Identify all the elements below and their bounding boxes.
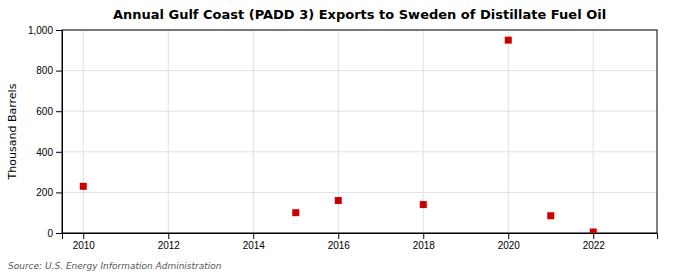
source: Source: U.S. Energy Information Administ… [8, 261, 222, 271]
grid-line [62, 111, 657, 112]
y-axis: 0 200 400 600 800 1,000 [28, 25, 63, 239]
title: Annual Gulf Coast (PADD 3) Exports to Sw… [113, 7, 606, 22]
point [292, 209, 299, 216]
point [590, 228, 597, 233]
x-tick-mark [423, 233, 424, 239]
y-tick-mark [56, 152, 62, 153]
y-tick-mark [56, 111, 62, 112]
y-tick-label: 200 [36, 187, 53, 198]
y-tick-label: 400 [36, 147, 53, 158]
chart: 2010 2012 2014 2016 2018 2020 2022 0 200 400 600 80… [0, 0, 675, 275]
x-tick-mark [83, 233, 84, 239]
grid-line [253, 30, 254, 233]
plot: 2010 2012 2014 2016 2018 2020 2022 0 200 400 600 80… [28, 25, 658, 251]
y-tick-mark [56, 71, 62, 72]
grid-line [83, 30, 84, 233]
x-tick: 2010 [73, 233, 96, 251]
y-tick: 200 [36, 187, 62, 198]
y-tick-mark [56, 233, 62, 234]
x-tick: 2018 [413, 233, 436, 251]
point [420, 201, 427, 208]
point [547, 212, 554, 219]
y-tick: 0 [47, 228, 62, 239]
y-tick-mark [56, 30, 62, 31]
x-axis: 2010 2012 2014 2016 2018 2020 2022 [63, 233, 658, 251]
x-axis-line [63, 234, 658, 240]
y-tick: 1,000 [28, 25, 62, 36]
y-tick-label: 600 [36, 106, 53, 117]
x-tick-label: 2016 [328, 240, 351, 251]
x-tick-label: 2014 [243, 240, 266, 251]
x-tick-mark [338, 233, 339, 239]
grid-line [62, 151, 657, 152]
x-tick: 2012 [158, 233, 181, 251]
x-tick-mark [508, 233, 509, 239]
grid-line [62, 70, 657, 71]
x-tick-mark [253, 233, 254, 239]
grid-line [62, 192, 657, 193]
point [80, 183, 87, 190]
y-tick-label: 800 [36, 65, 53, 76]
points [80, 37, 597, 233]
grid-line [168, 30, 169, 233]
y-axis-title: Thousand Barrels [6, 83, 19, 180]
plot-frame [62, 30, 657, 233]
y-tick-label: 1,000 [28, 25, 53, 36]
grid [62, 30, 657, 233]
x-tick-label: 2022 [583, 240, 606, 251]
x-tick-label: 2018 [413, 240, 436, 251]
grid-line [508, 30, 509, 233]
x-tick-label: 2010 [73, 240, 96, 251]
x-tick-mark [168, 233, 169, 239]
point [335, 197, 342, 204]
x-tick: 2020 [498, 233, 521, 251]
y-tick: 800 [36, 65, 62, 76]
x-tick: 2016 [328, 233, 351, 251]
y-tick: 600 [36, 106, 62, 117]
grid-line [593, 30, 594, 233]
x-tick: 2022 [583, 233, 606, 251]
point [505, 37, 512, 44]
y-tick-label: 0 [47, 228, 53, 239]
y-tick-mark [56, 192, 62, 193]
y-tick: 400 [36, 147, 62, 158]
x-tick-label: 2020 [498, 240, 521, 251]
x-tick-label: 2012 [158, 240, 181, 251]
x-tick-mark [593, 233, 594, 239]
x-tick: 2014 [243, 233, 266, 251]
